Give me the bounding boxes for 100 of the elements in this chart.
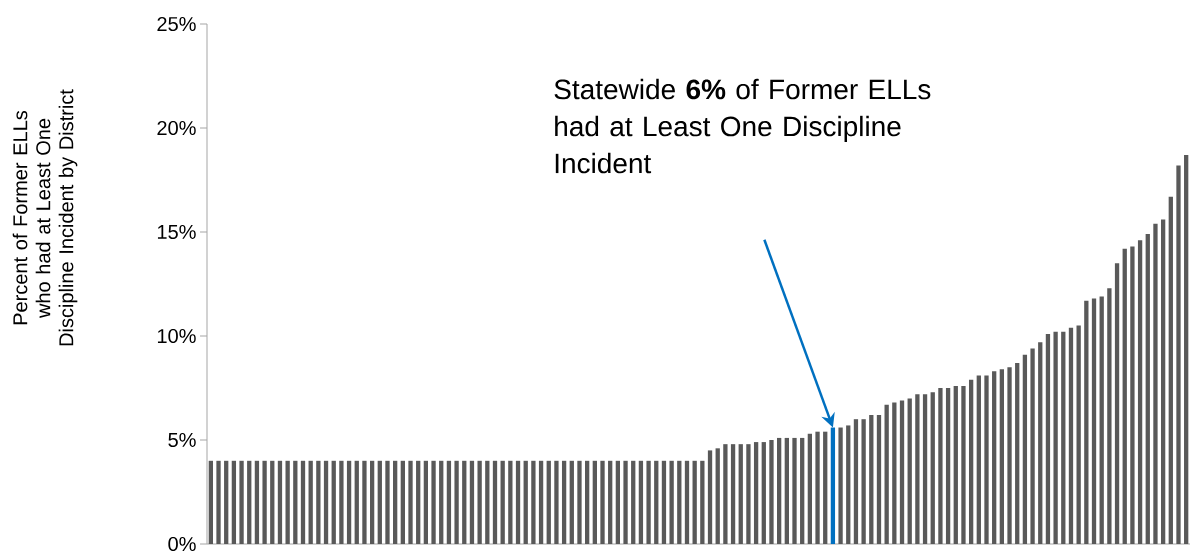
bar: [231, 460, 237, 544]
bar: [715, 448, 720, 544]
bar: [462, 460, 467, 544]
bar: [976, 375, 981, 544]
bar: [285, 460, 290, 544]
bar: [1114, 263, 1120, 544]
bar: [538, 460, 544, 544]
bar: [1099, 296, 1104, 544]
bar: [999, 369, 1005, 544]
bar: [838, 427, 843, 544]
bar: [1084, 300, 1089, 544]
bar: [239, 460, 244, 544]
bar: [968, 379, 974, 544]
bar: [500, 460, 505, 544]
bar: [523, 460, 528, 544]
bar: [707, 450, 713, 544]
bar: [700, 460, 705, 544]
y-tick-label: 0%: [168, 536, 196, 552]
bar: [1007, 367, 1012, 544]
bar: [508, 460, 513, 544]
bar: [815, 431, 820, 544]
bar: [784, 437, 789, 544]
bar: [1076, 325, 1081, 544]
bar: [416, 460, 421, 544]
bar: [323, 460, 329, 544]
bar: [853, 419, 859, 544]
bar: [561, 460, 567, 544]
bar: [792, 437, 797, 544]
bar: [1153, 223, 1158, 544]
bar: [884, 404, 889, 544]
bar: [1145, 234, 1150, 544]
bar: [961, 385, 966, 544]
bar: [615, 460, 621, 544]
bar: [915, 394, 920, 544]
bar: [761, 442, 766, 544]
bar: [1168, 196, 1173, 544]
bar: [293, 460, 298, 544]
bar: [692, 460, 697, 544]
bar: [807, 433, 813, 544]
bar: [339, 460, 344, 544]
bar: [316, 460, 321, 544]
bar: [953, 385, 958, 544]
bar: [646, 460, 651, 544]
bar: [262, 460, 267, 544]
bar: [938, 388, 943, 544]
bar: [1176, 165, 1181, 544]
bar: [1022, 354, 1028, 544]
bar: [377, 460, 382, 544]
bar: [431, 460, 436, 544]
bar: [769, 440, 774, 544]
y-tick-label: 25%: [157, 16, 196, 32]
bar: [1137, 240, 1143, 544]
bar: [654, 460, 659, 544]
bar: [823, 431, 828, 544]
bar: [677, 460, 682, 544]
bar: [846, 425, 851, 544]
bar: [1015, 363, 1020, 544]
bar: [945, 388, 951, 544]
bar: [738, 444, 743, 544]
bar: [554, 460, 559, 544]
bar: [569, 460, 574, 544]
bar: [869, 415, 874, 544]
bar: [224, 460, 229, 544]
bar: [277, 460, 283, 544]
bar: [992, 371, 997, 544]
bar: [1038, 342, 1043, 544]
bar: [247, 460, 252, 544]
bar: [577, 460, 582, 544]
bar: [369, 460, 375, 544]
y-tick-label: 5%: [168, 432, 196, 448]
bar: [1053, 331, 1058, 544]
bar: [400, 460, 405, 544]
bar: [777, 437, 782, 544]
bar: [684, 460, 690, 544]
bar: [861, 419, 866, 544]
bar: [1184, 155, 1189, 544]
bar: [922, 394, 928, 544]
bar: [300, 460, 306, 544]
bar: [254, 460, 260, 544]
bar: [216, 460, 221, 544]
bar: [592, 460, 597, 544]
bar: [454, 460, 459, 544]
bar: [1068, 327, 1074, 544]
bar: [730, 444, 736, 544]
bar: [600, 460, 605, 544]
bar: [446, 460, 452, 544]
bar: [408, 460, 413, 544]
bar: [331, 460, 336, 544]
bar: [346, 460, 352, 544]
bar: [1045, 333, 1051, 544]
annotation: Statewide 6% of Former ELLs had at Least One Discipline Incident: [554, 78, 931, 174]
bar: [393, 460, 398, 544]
bar: [1160, 219, 1166, 544]
bar: [515, 460, 521, 544]
y-tick-label: 15%: [157, 224, 196, 240]
bar: [907, 398, 912, 544]
bar: [208, 460, 213, 544]
bar: [984, 375, 989, 544]
bar: [800, 437, 805, 544]
bar: [1091, 298, 1097, 544]
